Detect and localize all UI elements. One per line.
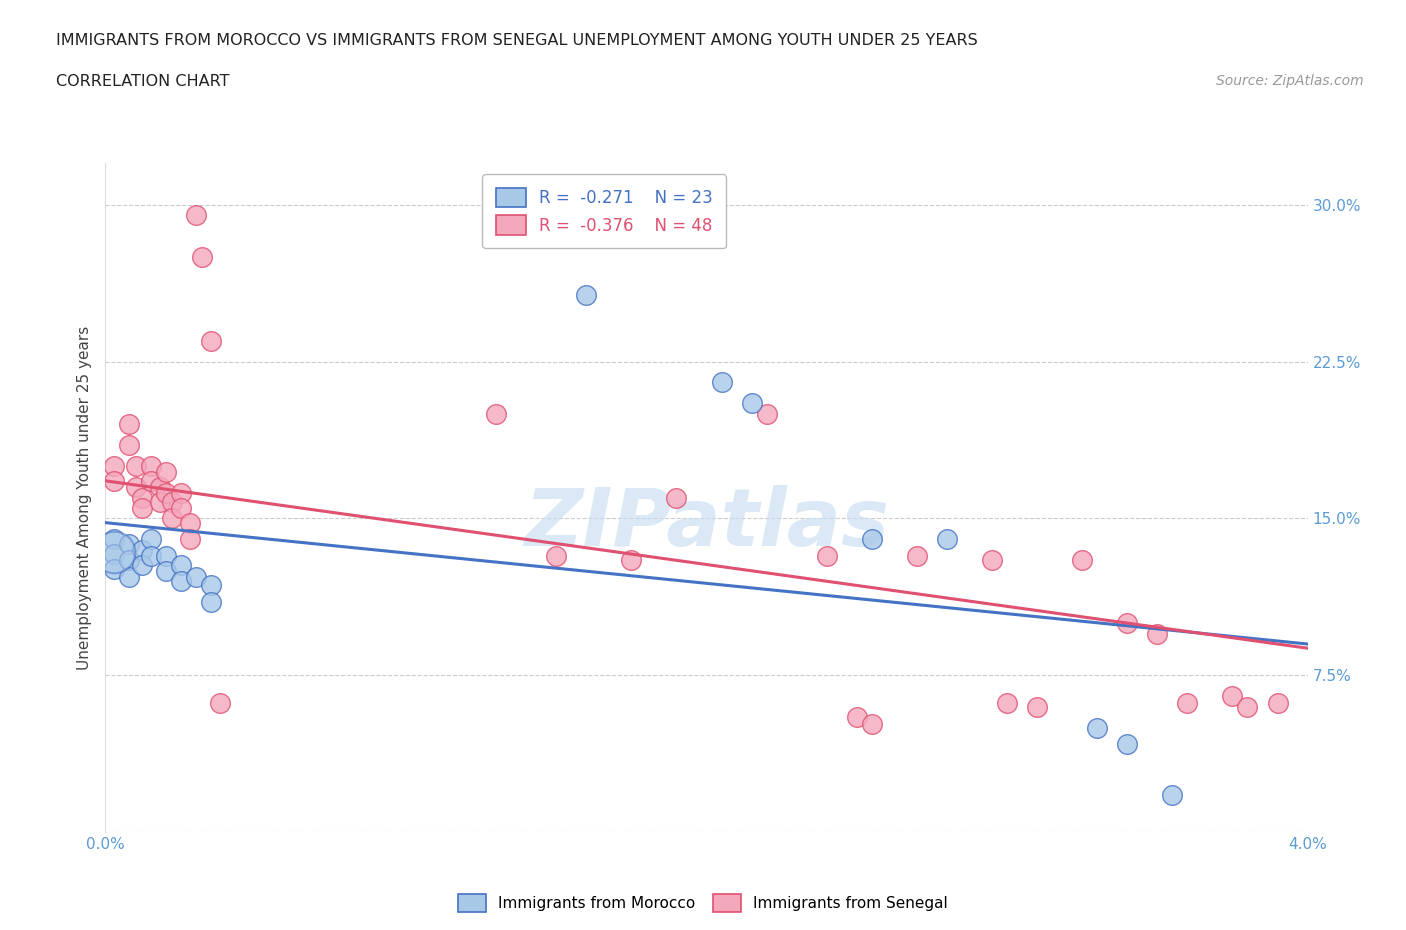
Point <box>200 333 222 348</box>
Point <box>155 564 177 578</box>
Legend: R =  -0.271    N = 23, R =  -0.376    N = 48: R = -0.271 N = 23, R = -0.376 N = 48 <box>482 175 727 248</box>
Point <box>1161 787 1184 802</box>
Point <box>665 490 688 505</box>
Text: IMMIGRANTS FROM MOROCCO VS IMMIGRANTS FROM SENEGAL UNEMPLOYMENT AMONG YOUTH UNDE: IMMIGRANTS FROM MOROCCO VS IMMIGRANTS FR… <box>56 33 979 47</box>
Point <box>200 578 222 593</box>
Legend: Immigrants from Morocco, Immigrants from Senegal: Immigrants from Morocco, Immigrants from… <box>451 888 955 918</box>
Point <box>1116 616 1139 631</box>
Point <box>741 396 763 411</box>
Point <box>981 552 1004 567</box>
Point <box>575 287 598 302</box>
Point <box>1175 696 1198 711</box>
Point <box>860 716 883 731</box>
Point <box>155 486 177 501</box>
Point <box>148 480 170 495</box>
Point <box>710 375 733 390</box>
Point <box>103 458 125 473</box>
Point <box>103 547 125 562</box>
Point <box>1146 626 1168 641</box>
Point <box>131 500 153 515</box>
Text: Source: ZipAtlas.com: Source: ZipAtlas.com <box>1216 74 1364 88</box>
Point <box>179 515 201 530</box>
Point <box>139 473 162 488</box>
Text: CORRELATION CHART: CORRELATION CHART <box>56 74 229 89</box>
Point <box>124 458 146 473</box>
Point <box>620 552 643 567</box>
Point <box>546 549 568 564</box>
Point <box>995 696 1018 711</box>
Point <box>118 569 141 585</box>
Point <box>169 557 191 572</box>
Point <box>118 438 141 453</box>
Point <box>131 490 153 505</box>
Point <box>169 574 191 589</box>
Point <box>118 552 141 567</box>
Point <box>103 532 125 547</box>
Point <box>860 532 883 547</box>
Point <box>1267 696 1289 711</box>
Point <box>179 532 201 547</box>
Point <box>169 486 191 501</box>
Point <box>139 549 162 564</box>
Point <box>131 542 153 557</box>
Point <box>160 495 183 510</box>
Point <box>139 532 162 547</box>
Point <box>139 458 162 473</box>
Point <box>103 562 125 577</box>
Point <box>124 480 146 495</box>
Point <box>184 569 207 585</box>
Point <box>118 536 141 551</box>
Point <box>1026 699 1049 714</box>
Point <box>905 549 928 564</box>
Point <box>118 417 141 432</box>
Point <box>155 465 177 480</box>
Point <box>103 473 125 488</box>
Point <box>1236 699 1258 714</box>
Point <box>103 545 125 560</box>
Point <box>815 549 838 564</box>
Point <box>1071 552 1094 567</box>
Point <box>184 207 207 222</box>
Point <box>208 696 231 711</box>
Point <box>160 512 183 526</box>
Point <box>148 495 170 510</box>
Point <box>1222 689 1244 704</box>
Point <box>131 557 153 572</box>
Point <box>155 549 177 564</box>
Point <box>200 595 222 610</box>
Point <box>169 500 191 515</box>
Point <box>1085 721 1108 736</box>
Y-axis label: Unemployment Among Youth under 25 years: Unemployment Among Youth under 25 years <box>77 326 93 670</box>
Point <box>190 249 212 264</box>
Text: ZIPatlas: ZIPatlas <box>524 485 889 564</box>
Point <box>845 710 868 724</box>
Point <box>936 532 959 547</box>
Point <box>755 406 778 421</box>
Point <box>485 406 508 421</box>
Point <box>1116 737 1139 751</box>
